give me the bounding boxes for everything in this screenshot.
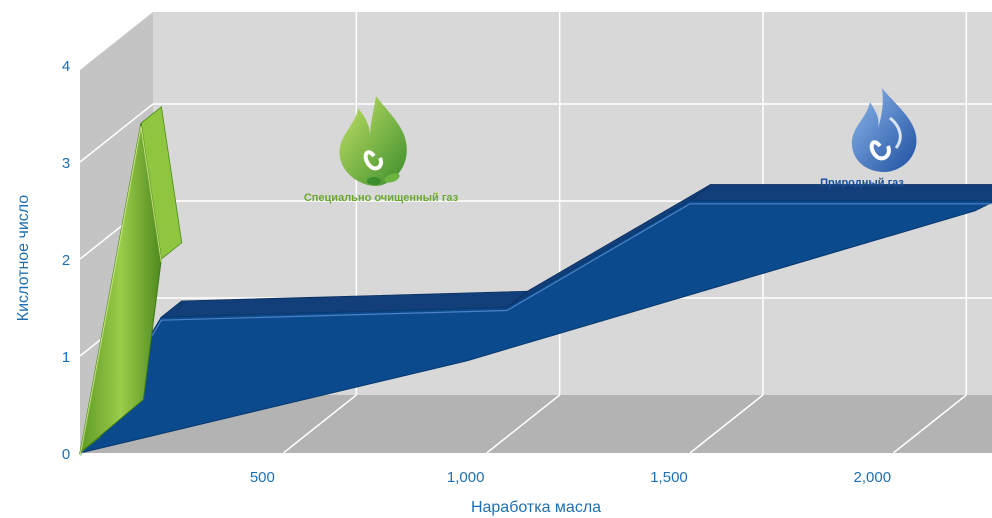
y-tick-label: 1 [62,349,70,366]
series-0-area [78,200,992,454]
floor [80,395,992,453]
tick-labels: 0 1 2 3 4 500 1,000 1,500 2,000 [62,58,891,486]
gridline-floor-1000 [486,394,561,454]
gridline-floor-1500 [689,394,764,454]
green-leaf-flame-icon [339,96,407,186]
x-axis-title: Наработка масла [471,499,601,516]
x-tick-label: 500 [250,469,275,486]
y-tick-label: 4 [62,58,70,75]
gridline-floor-500 [282,394,357,454]
gridline-side-3 [79,103,154,163]
grid-lines [79,6,992,454]
x-tick-label: 2,000 [854,469,892,486]
blue-flame-icon [851,88,917,172]
gridline-floor-2000 [892,394,967,454]
y-axis-title: Кислотное число [15,195,32,322]
series-layer [78,105,992,457]
y-tick-label: 2 [62,252,70,269]
y-tick-label: 0 [62,446,70,463]
series-label-green: Специально очищенный газ [304,192,459,204]
y-tick-label: 3 [62,155,70,172]
series-1-highlight [79,126,162,457]
x-tick-label: 1,500 [650,469,688,486]
gridline-side-4 [79,6,154,66]
x-tick-label: 1,000 [447,469,485,486]
series-label-blue: Природный газ [820,177,904,189]
